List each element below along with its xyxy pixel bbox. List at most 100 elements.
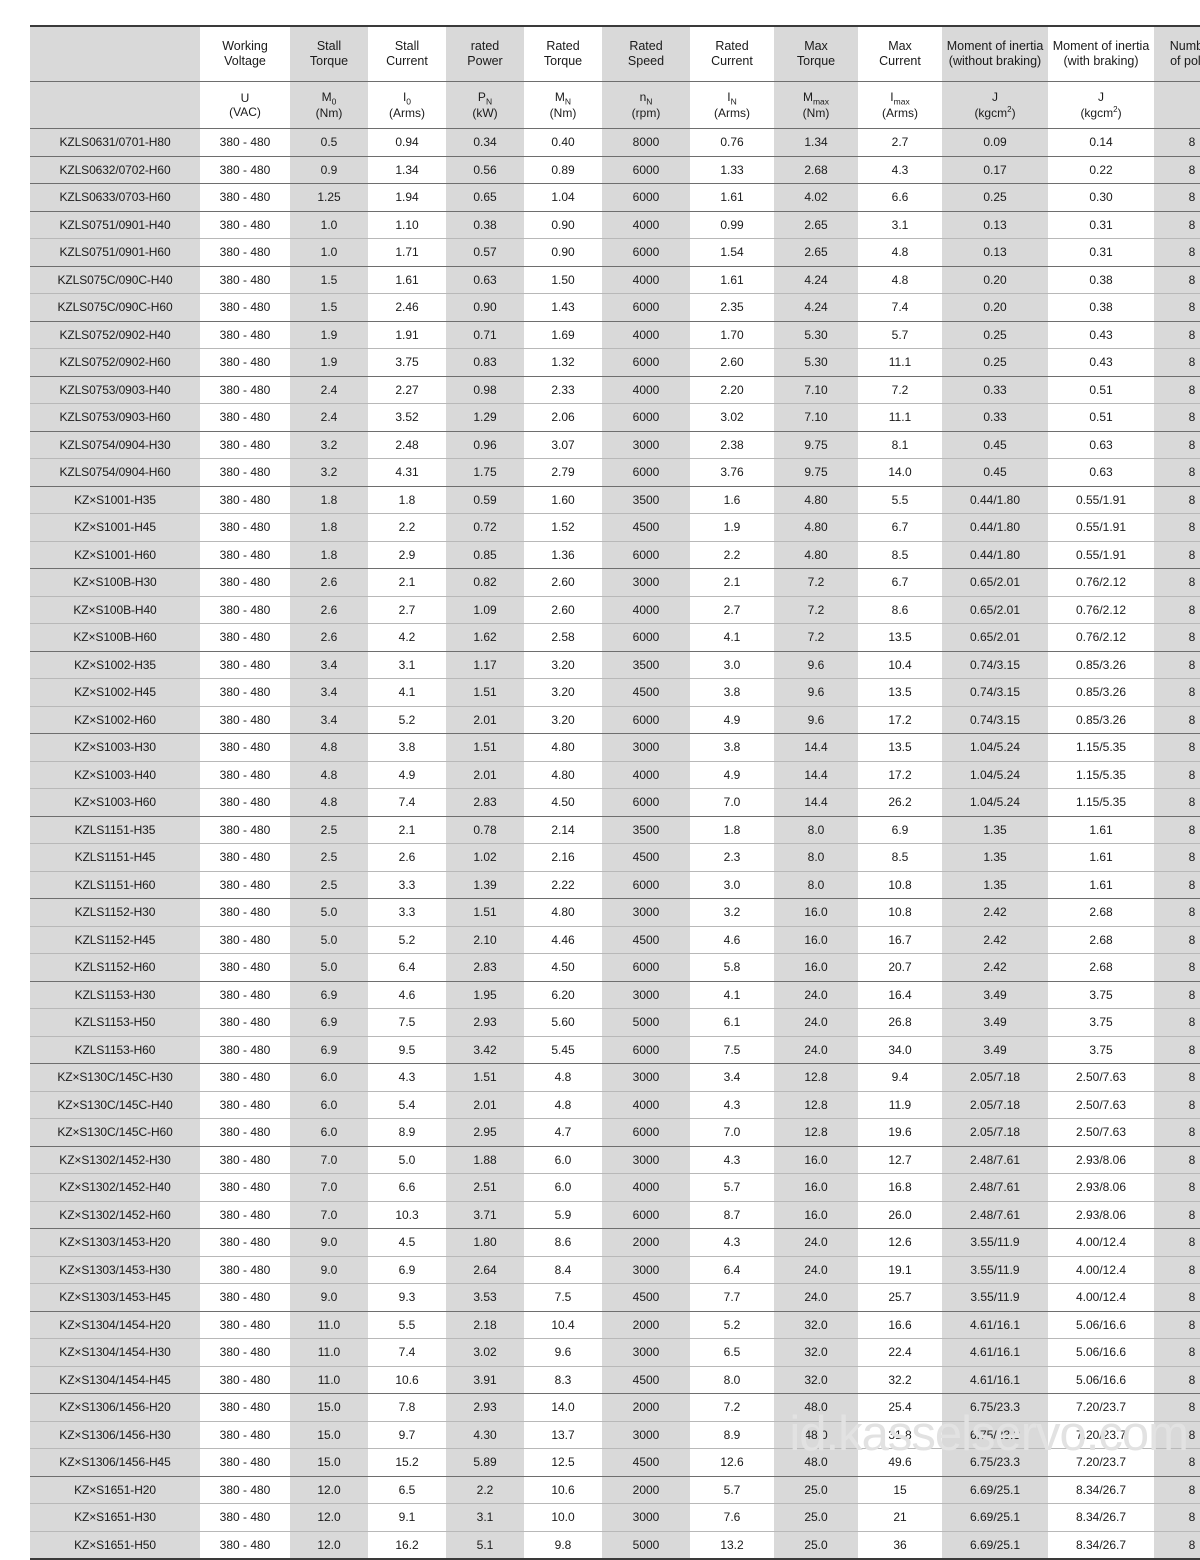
cell-poles: 8 — [1154, 1365, 1200, 1394]
cell-model: KZ×S1303/1453-H20 — [30, 1228, 200, 1256]
cell-max-torque: 4.80 — [774, 485, 858, 514]
table-row: KZLS0751/0901-H40 380 - 480 1.0 1.10 0.38 0.9… — [30, 210, 1200, 239]
cell-stall-current: 2.48 — [368, 430, 446, 459]
cell-rated-torque: 10.0 — [524, 1503, 602, 1531]
cell-rated-current: 2.2 — [690, 540, 774, 569]
table-row: KZ×S100B-H40 380 - 480 2.6 2.7 1.09 2.60 4000 2… — [30, 595, 1200, 624]
cell-rated-torque: 4.80 — [524, 898, 602, 926]
cell-stall-torque: 3.2 — [290, 430, 368, 459]
cell-inertia-w: 2.93/8.06 — [1048, 1173, 1154, 1201]
cell-stall-current: 3.8 — [368, 733, 446, 761]
cell-poles: 8 — [1154, 1503, 1200, 1531]
cell-rated-power: 4.30 — [446, 1420, 524, 1449]
cell-max-torque: 4.02 — [774, 183, 858, 211]
cell-voltage: 380 - 480 — [200, 320, 290, 349]
cell-rated-power: 1.09 — [446, 595, 524, 624]
cell-rated-power: 1.17 — [446, 650, 524, 679]
header-symbol-unit-row: U (VAC) M0 (Nm) I0 (Arms) PN (kW) MN ( — [30, 81, 1200, 129]
cell-inertia-w: 0.55/1.91 — [1048, 485, 1154, 514]
cell-rated-power: 0.78 — [446, 815, 524, 844]
cell-model: KZLS1151-H35 — [30, 815, 200, 844]
cell-max-torque: 5.30 — [774, 348, 858, 376]
header-rated-torque: Rated Torque — [524, 25, 602, 82]
header-unit-max-current: Imax (Arms) — [858, 81, 942, 129]
cell-voltage: 380 - 480 — [200, 1365, 290, 1394]
cell-voltage: 380 - 480 — [200, 265, 290, 294]
table-row: KZ×S1302/1452-H60 380 - 480 7.0 10.3 3.71 5.9… — [30, 1200, 1200, 1229]
cell-inertia-w: 1.15/5.35 — [1048, 733, 1154, 761]
cell-voltage: 380 - 480 — [200, 348, 290, 376]
cell-inertia-wo: 2.48/7.61 — [942, 1145, 1048, 1174]
cell-rated-speed: 3000 — [602, 568, 690, 596]
cell-model: KZLS0633/0703-H60 — [30, 183, 200, 211]
cell-poles: 8 — [1154, 513, 1200, 541]
cell-max-torque: 24.0 — [774, 1008, 858, 1036]
cell-poles: 8 — [1154, 458, 1200, 486]
cell-voltage: 380 - 480 — [200, 513, 290, 541]
cell-model: KZLS1152-H30 — [30, 898, 200, 926]
cell-model: KZLS1152-H45 — [30, 925, 200, 954]
cell-rated-power: 2.01 — [446, 705, 524, 734]
cell-stall-torque: 2.5 — [290, 843, 368, 871]
cell-stall-current: 1.8 — [368, 485, 446, 514]
cell-inertia-w: 8.34/26.7 — [1048, 1503, 1154, 1531]
cell-inertia-w: 4.00/12.4 — [1048, 1283, 1154, 1311]
cell-inertia-w: 0.55/1.91 — [1048, 513, 1154, 541]
cell-inertia-wo: 1.04/5.24 — [942, 733, 1048, 761]
cell-stall-torque: 11.0 — [290, 1338, 368, 1366]
cell-max-torque: 12.8 — [774, 1063, 858, 1091]
cell-rated-speed: 4500 — [602, 1365, 690, 1394]
header-rated-speed: Rated Speed — [602, 25, 690, 82]
cell-stall-torque: 3.2 — [290, 458, 368, 486]
cell-poles: 8 — [1154, 540, 1200, 569]
cell-max-current: 15 — [858, 1475, 942, 1504]
cell-rated-power: 5.89 — [446, 1448, 524, 1476]
cell-max-current: 4.8 — [858, 238, 942, 266]
cell-stall-torque: 4.8 — [290, 760, 368, 789]
cell-model: KZLS0753/0903-H40 — [30, 375, 200, 404]
cell-model: KZ×S1001-H35 — [30, 485, 200, 514]
cell-rated-current: 7.5 — [690, 1035, 774, 1064]
cell-rated-power: 0.71 — [446, 320, 524, 349]
cell-voltage: 380 - 480 — [200, 678, 290, 706]
cell-max-torque: 24.0 — [774, 1255, 858, 1284]
cell-inertia-wo: 0.25 — [942, 183, 1048, 211]
cell-poles: 8 — [1154, 1393, 1200, 1421]
cell-inertia-wo: 4.61/16.1 — [942, 1338, 1048, 1366]
cell-stall-current: 1.94 — [368, 183, 446, 211]
cell-voltage: 380 - 480 — [200, 1063, 290, 1091]
cell-stall-current: 2.27 — [368, 375, 446, 404]
cell-model: KZLS075C/090C-H60 — [30, 293, 200, 321]
cell-max-torque: 1.34 — [774, 128, 858, 156]
cell-stall-torque: 0.5 — [290, 128, 368, 156]
header-inertia-with-braking: Moment of inertia (with braking) — [1048, 25, 1154, 82]
cell-inertia-wo: 0.44/1.80 — [942, 513, 1048, 541]
cell-voltage: 380 - 480 — [200, 183, 290, 211]
cell-rated-torque: 0.90 — [524, 210, 602, 239]
cell-stall-current: 10.3 — [368, 1200, 446, 1229]
cell-inertia-w: 0.22 — [1048, 155, 1154, 184]
cell-inertia-w: 0.51 — [1048, 375, 1154, 404]
cell-max-current: 13.5 — [858, 733, 942, 761]
table-row: KZ×S100B-H30 380 - 480 2.6 2.1 0.82 2.60 3000 2… — [30, 568, 1200, 596]
cell-max-current: 25.4 — [858, 1393, 942, 1421]
header-unit-rated-torque: MN (Nm) — [524, 81, 602, 129]
cell-rated-torque: 5.45 — [524, 1035, 602, 1064]
cell-voltage: 380 - 480 — [200, 623, 290, 651]
cell-max-current: 17.2 — [858, 705, 942, 734]
cell-poles: 8 — [1154, 1090, 1200, 1119]
cell-stall-current: 7.8 — [368, 1393, 446, 1421]
cell-model: KZ×S1306/1456-H30 — [30, 1420, 200, 1449]
table-row: KZLS1152-H45 380 - 480 5.0 5.2 2.10 4.46 4500 4… — [30, 925, 1200, 954]
cell-poles: 8 — [1154, 623, 1200, 651]
cell-inertia-w: 8.34/26.7 — [1048, 1530, 1154, 1560]
cell-rated-power: 1.51 — [446, 1063, 524, 1091]
cell-max-torque: 9.75 — [774, 430, 858, 459]
cell-stall-torque: 4.8 — [290, 788, 368, 816]
cell-voltage: 380 - 480 — [200, 815, 290, 844]
table-row: KZLS0751/0901-H60 380 - 480 1.0 1.71 0.57 0.9… — [30, 238, 1200, 266]
cell-stall-torque: 6.0 — [290, 1118, 368, 1146]
cell-model: KZLS0631/0701-H80 — [30, 128, 200, 156]
cell-rated-speed: 3500 — [602, 815, 690, 844]
table-row: KZ×S1003-H60 380 - 480 4.8 7.4 2.83 4.50 6000 7… — [30, 788, 1200, 816]
